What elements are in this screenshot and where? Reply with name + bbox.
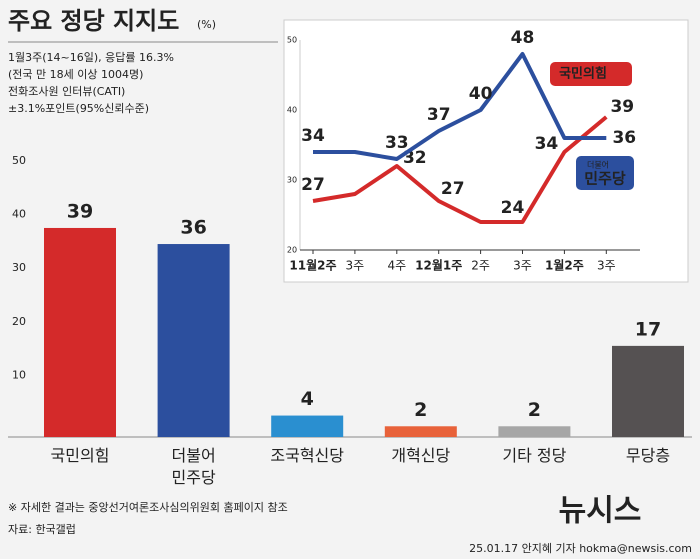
value-label: 24	[501, 198, 525, 218]
x-tick-label-line: 기타 정당	[502, 446, 566, 465]
value-label: 39	[67, 200, 93, 222]
note: ※ 자세한 결과는 중앙선거여론조사심의위원회 홈페이지 참조	[8, 500, 288, 514]
legend-prefix: 더불어	[587, 160, 609, 170]
y-tick-label: 40	[287, 106, 297, 115]
value-label: 2	[528, 399, 541, 421]
x-tick-label: 2주	[471, 259, 490, 273]
x-tick-label-line: 개혁신당	[391, 446, 450, 465]
y-tick-label: 40	[12, 208, 26, 221]
x-tick-label-line: 더불어	[172, 446, 216, 465]
value-label: 36	[180, 217, 206, 239]
title: 주요 정당 지지도	[8, 7, 179, 35]
bar	[44, 227, 116, 437]
y-tick-label: 20	[12, 315, 26, 328]
info: 전화조사원 인터뷰(CATI)	[8, 85, 125, 98]
x-tick-label: 3주	[513, 259, 532, 273]
y-tick-label: 10	[12, 368, 26, 381]
bar	[498, 426, 571, 437]
x-tick-label-line: 민주당	[172, 468, 216, 487]
x-tick-label: 기타 정당	[502, 446, 566, 465]
logo: 뉴시스	[559, 494, 642, 529]
unit: (%)	[197, 18, 216, 31]
value-label: 33	[385, 133, 409, 153]
y-tick-label: 50	[12, 154, 26, 167]
y-tick-label: 30	[287, 176, 297, 185]
y-tick-label: 50	[287, 36, 297, 45]
value-label: 2	[414, 399, 427, 421]
credit: 25.01.17 안지혜 기자 hokma@newsis.com	[469, 542, 692, 555]
x-tick-label: 1월2주	[545, 258, 584, 273]
x-tick-label: 개혁신당	[391, 446, 450, 465]
value-label: 4	[301, 388, 314, 410]
legend-label: 국민의힘	[559, 66, 607, 82]
x-tick-label: 4주	[387, 259, 406, 273]
info: ±3.1%포인트(95%신뢰수준)	[8, 102, 149, 115]
legend-label: 민주당	[584, 170, 626, 188]
source: 자료: 한국갤럽	[8, 522, 76, 536]
bar	[157, 244, 230, 437]
bar	[612, 345, 684, 437]
legend-tag	[550, 62, 632, 86]
x-tick-label: 11월2주	[289, 258, 336, 273]
y-tick-label: 20	[287, 246, 297, 255]
value-label: 34	[535, 134, 559, 154]
value-label: 27	[301, 175, 325, 195]
value-label: 27	[441, 179, 465, 199]
value-label: 17	[635, 318, 661, 340]
value-label: 36	[612, 128, 636, 148]
line	[312, 115, 608, 224]
x-tick-label: 국민의힘	[51, 446, 110, 465]
x-tick-label: 3주	[346, 259, 365, 273]
x-tick-label: 무당층	[626, 446, 670, 465]
value-label: 39	[610, 97, 634, 117]
x-tick-label-line: 국민의힘	[51, 446, 110, 465]
legend-tag	[576, 156, 634, 190]
line	[313, 52, 607, 161]
x-tick-label: 12월1주	[415, 258, 462, 273]
x-tick-label-line: 무당층	[626, 446, 670, 465]
value-label: 34	[301, 126, 325, 146]
value-label: 40	[469, 84, 493, 104]
x-tick-label: 조국혁신당	[270, 446, 344, 465]
bar	[271, 415, 344, 437]
value-label: 48	[511, 28, 535, 48]
value-label: 37	[427, 105, 451, 125]
x-tick-label: 3주	[597, 259, 616, 273]
x-tick-label-line: 조국혁신당	[270, 446, 344, 465]
info: 1월3주(14~16일), 응답률 16.3%	[8, 50, 174, 64]
bar	[384, 426, 457, 437]
y-tick-label: 30	[12, 261, 26, 274]
info: (전국 만 18세 이상 1004명)	[8, 68, 143, 81]
